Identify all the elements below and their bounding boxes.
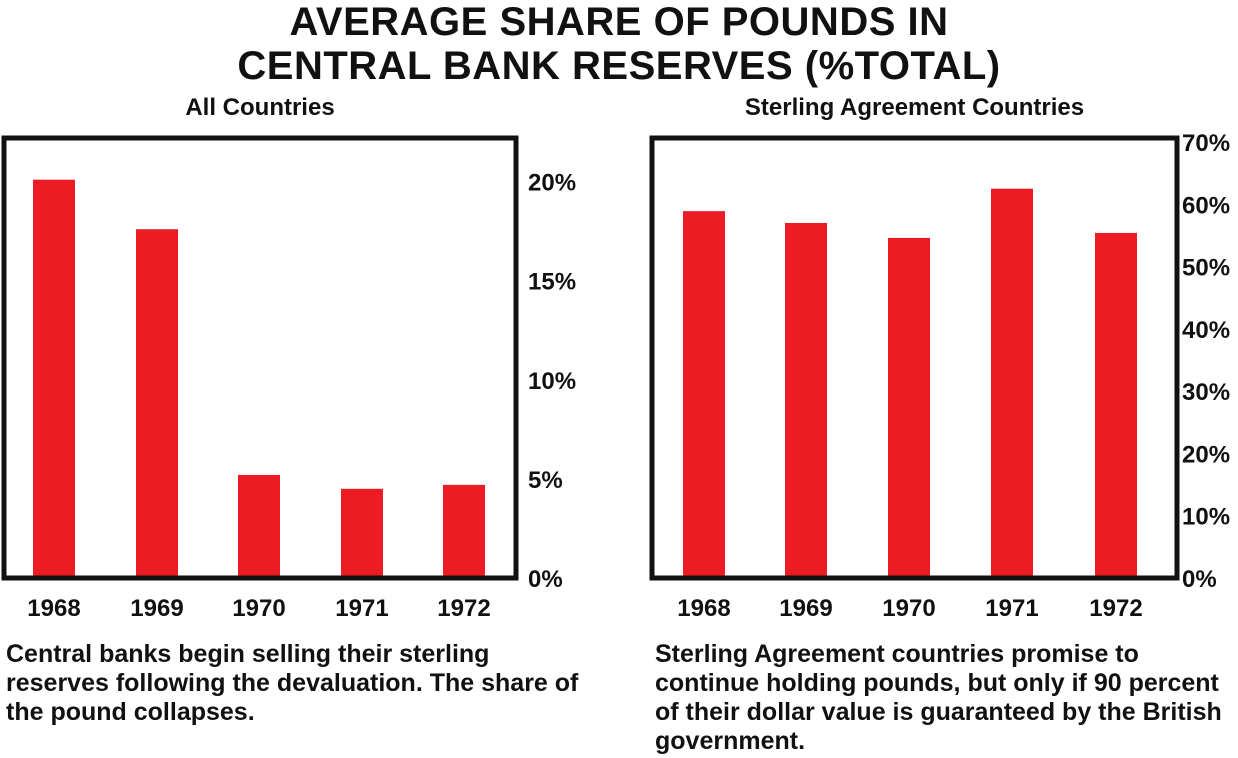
y-tick-label: 50% xyxy=(1182,255,1230,282)
y-tick-label: 60% xyxy=(1182,192,1230,219)
y-tick-label: 15% xyxy=(528,269,576,296)
plot-frame xyxy=(649,135,1180,581)
bar-1971 xyxy=(991,188,1033,578)
y-tick-label: 0% xyxy=(528,566,563,593)
bar-1968 xyxy=(683,211,725,578)
x-tick-label: 1970 xyxy=(232,595,285,622)
plot-frame xyxy=(1,135,519,581)
bar-1969 xyxy=(136,229,178,578)
caption-sterling-agreement: Sterling Agreement countries promise to … xyxy=(655,640,1222,755)
y-tick-label: 10% xyxy=(1182,504,1230,531)
y-tick-label: 10% xyxy=(528,368,576,395)
y-tick-label: 40% xyxy=(1182,317,1230,344)
x-tick-label: 1972 xyxy=(437,595,490,622)
main-title: AVERAGE SHARE OF POUNDS IN CENTRAL BANK … xyxy=(0,0,1238,88)
bar-1970 xyxy=(888,237,930,579)
x-tick-label: 1970 xyxy=(882,595,935,622)
chart-all-countries: 0% 5% 10% 15% 20% 1968 1969 1970 1971 1972 xyxy=(1,135,576,622)
y-tick-label: 0% xyxy=(1182,566,1217,593)
x-tick-label: 1972 xyxy=(1089,595,1142,622)
y-tick-label: 70% xyxy=(1182,130,1230,157)
chart-sterling-agreement: 0% 10% 20% 30% 40% 50% 60% 70% 1968 1969 1970 1971 1… xyxy=(649,130,1230,622)
main-title-line-1: AVERAGE SHARE OF POUNDS IN xyxy=(289,0,949,44)
y-tick-label: 30% xyxy=(1182,379,1230,406)
x-tick-label: 1968 xyxy=(677,595,730,622)
x-tick-label: 1969 xyxy=(779,595,832,622)
bar-1971 xyxy=(341,488,383,578)
x-tick-label: 1969 xyxy=(130,595,183,622)
x-tick-label: 1971 xyxy=(335,595,388,622)
y-tick-label: 20% xyxy=(1182,441,1230,468)
bar-1969 xyxy=(785,222,827,578)
chart-title-all-countries: All Countries xyxy=(185,94,335,121)
x-tick-label: 1971 xyxy=(985,595,1038,622)
bar-1968 xyxy=(33,179,75,578)
y-tick-label: 5% xyxy=(528,467,563,494)
bar-1970 xyxy=(238,474,280,578)
bar-1972 xyxy=(443,484,485,578)
bar-1972 xyxy=(1095,232,1137,579)
chart-title-sterling-agreement: Sterling Agreement Countries xyxy=(744,94,1085,121)
y-tick-label: 20% xyxy=(528,170,576,197)
x-tick-label: 1968 xyxy=(27,595,80,622)
main-title-line-2: CENTRAL BANK RESERVES (%TOTAL) xyxy=(237,44,1001,88)
caption-all-countries: Central banks begin selling their sterli… xyxy=(6,640,579,726)
